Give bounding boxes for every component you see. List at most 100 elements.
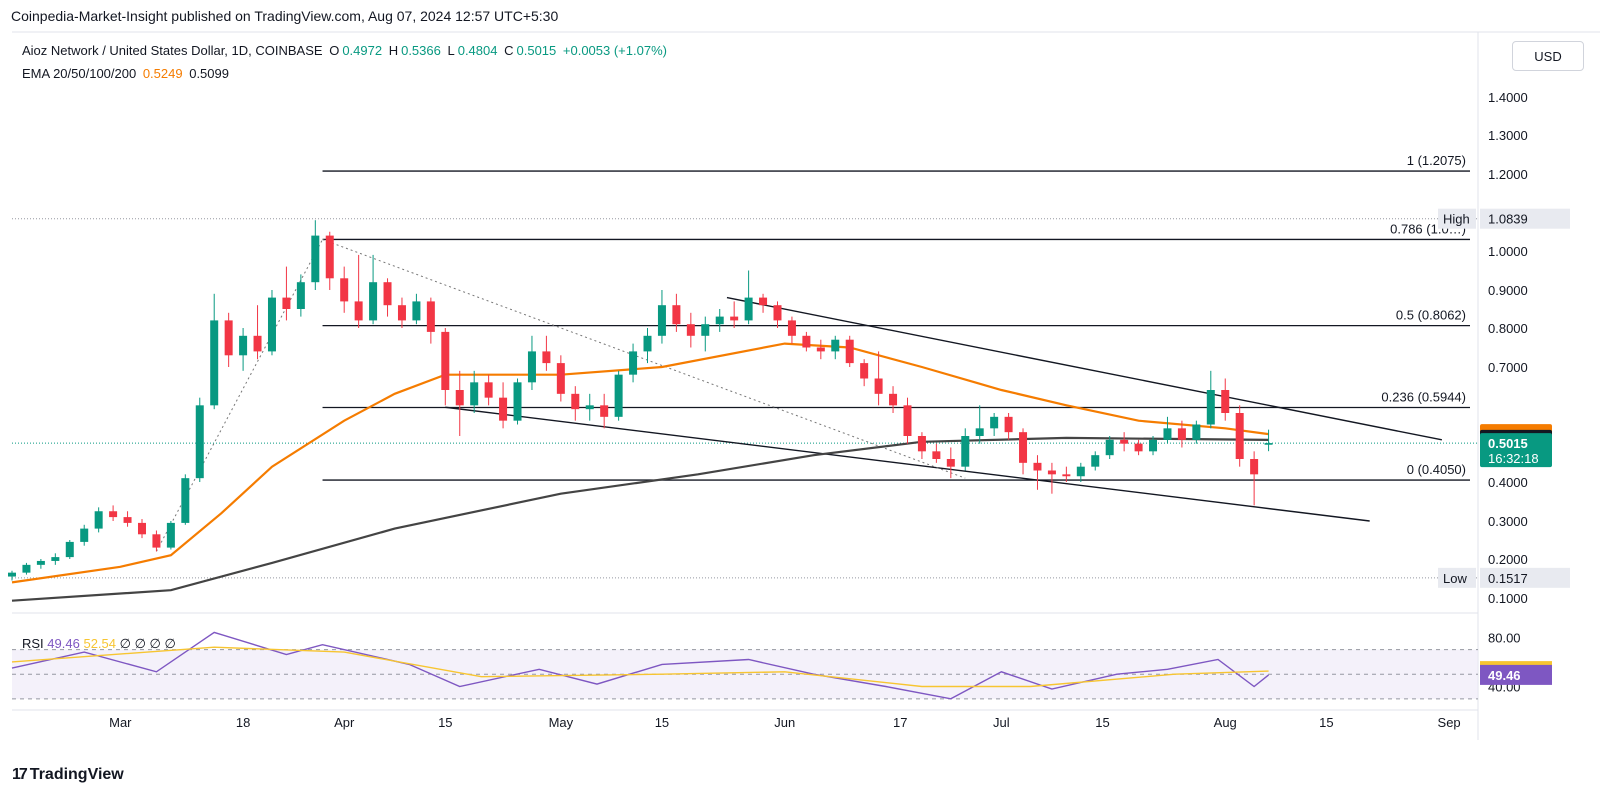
currency-button[interactable]: USD	[1512, 41, 1584, 71]
time-tick-1: 18	[236, 715, 250, 730]
price-tick-3: 1.0000	[1488, 244, 1528, 259]
candle-body-86	[1250, 459, 1259, 475]
symbol-title: Aioz Network / United States Dollar, 1D,…	[22, 43, 323, 58]
time-tick-12: Sep	[1438, 715, 1461, 730]
ema-legend: EMA 20/50/100/200 0.5249 0.5099	[22, 66, 232, 81]
rsi-value: 49.46	[47, 636, 80, 651]
candle-body-73	[1062, 474, 1071, 477]
price-tag-bg-1	[1438, 567, 1476, 588]
price-tick-0: 1.4000	[1488, 90, 1528, 105]
price-tick-7: 0.4000	[1488, 475, 1528, 490]
candle-body-34	[499, 397, 508, 421]
price-tick-8: 0.3000	[1488, 514, 1528, 529]
ema-value-2: 0.5099	[189, 66, 229, 81]
candle-body-63	[917, 436, 926, 452]
low-value: 0.4804	[457, 43, 498, 58]
candle-body-1	[22, 564, 31, 573]
candle-body-19	[282, 297, 291, 309]
time-tick-8: Jul	[993, 715, 1010, 730]
trendline-2	[322, 238, 966, 479]
candle-body-33	[484, 382, 493, 398]
tradingview-footer[interactable]: 17 TradingView	[12, 766, 124, 784]
candle-body-67	[975, 428, 984, 436]
candle-body-8	[123, 517, 132, 523]
fib-label-0: 1 (1.2075)	[1407, 153, 1466, 168]
candle-body-42	[614, 374, 623, 417]
price-tick-5: 0.8000	[1488, 321, 1528, 336]
trendline-3	[155, 239, 323, 552]
candle-body-9	[137, 522, 146, 535]
tradingview-logo-icon: 17	[12, 766, 28, 783]
publish-header: Coinpedia-Market-Insight published on Tr…	[11, 8, 559, 24]
time-tick-0: Mar	[109, 715, 132, 730]
ema-label: EMA 20/50/100/200	[22, 66, 137, 81]
price-tick-9: 0.2000	[1488, 552, 1528, 567]
candle-body-83	[1206, 390, 1215, 425]
candle-body-17	[253, 335, 262, 352]
fib-label-3: 0.236 (0.5944)	[1381, 389, 1466, 404]
candle-body-12	[181, 478, 190, 523]
candle-body-14	[210, 320, 219, 406]
candle-body-66	[961, 436, 970, 467]
rsi-series-0	[11, 631, 1270, 700]
price-tick-6: 0.7000	[1488, 360, 1528, 375]
low-label: L	[447, 43, 455, 58]
candle-body-53	[773, 305, 782, 321]
candle-body-37	[542, 351, 551, 364]
countdown-label: 16:32:18	[1488, 451, 1539, 466]
candle-body-81	[1177, 428, 1186, 440]
candle-body-62	[903, 405, 912, 436]
candle-body-22	[325, 235, 334, 279]
price-tick-1: 1.3000	[1488, 128, 1528, 143]
candle-body-56	[816, 347, 825, 352]
candle-body-50	[730, 316, 739, 321]
fib-label-2: 0.5 (0.8062)	[1396, 308, 1466, 323]
candle-body-23	[340, 278, 349, 302]
symbol-legend: Aioz Network / United States Dollar, 1D,…	[22, 43, 670, 58]
candle-body-51	[744, 297, 753, 321]
candle-body-39	[571, 393, 580, 410]
candle-body-15	[224, 320, 233, 356]
time-tick-6: Jun	[774, 715, 795, 730]
candle-body-61	[889, 393, 898, 406]
candle-body-36	[527, 351, 536, 383]
ema200-line	[11, 436, 1269, 602]
tradingview-brand: TradingView	[29, 766, 124, 783]
candle-body-3	[51, 557, 60, 561]
ema50-line	[11, 342, 1269, 584]
candle-body-78	[1134, 443, 1143, 452]
rsi-band	[12, 649, 1478, 699]
candle-body-57	[831, 339, 840, 352]
candle-body-32	[470, 382, 479, 406]
candle-body-43	[629, 351, 638, 375]
open-value: 0.4972	[342, 43, 383, 58]
rsi-tick-0: 80.00	[1488, 630, 1521, 645]
candle-body-5	[80, 528, 89, 542]
change-value: +0.0053 (+1.07%)	[562, 43, 667, 58]
close-value: 0.5015	[516, 43, 557, 58]
rsi-extras: ∅ ∅ ∅ ∅	[119, 636, 176, 651]
candle-body-58	[845, 339, 854, 364]
time-tick-4: May	[549, 715, 574, 730]
time-tick-7: 17	[893, 715, 907, 730]
candle-body-47	[686, 324, 695, 336]
current-price-bg	[1480, 433, 1552, 468]
candle-body-64	[932, 451, 941, 459]
candle-body-44	[643, 335, 652, 352]
high-label: H	[388, 43, 399, 58]
high-value: 0.5366	[401, 43, 441, 58]
candle-body-0	[8, 572, 16, 577]
candle-body-54	[787, 320, 796, 336]
candle-body-72	[1047, 470, 1056, 475]
candle-body-30	[441, 331, 450, 390]
candle-body-10	[152, 534, 161, 548]
price-tag-value-bg-1	[1480, 567, 1570, 588]
candle-body-38	[556, 363, 565, 394]
candle-body-70	[1019, 432, 1028, 463]
candle-body-77	[1120, 439, 1129, 444]
price-tag-text-0: High	[1443, 212, 1470, 227]
candle-body-13	[195, 405, 204, 479]
price-tick-4: 0.9000	[1488, 283, 1528, 298]
candle-body-71	[1033, 462, 1042, 471]
